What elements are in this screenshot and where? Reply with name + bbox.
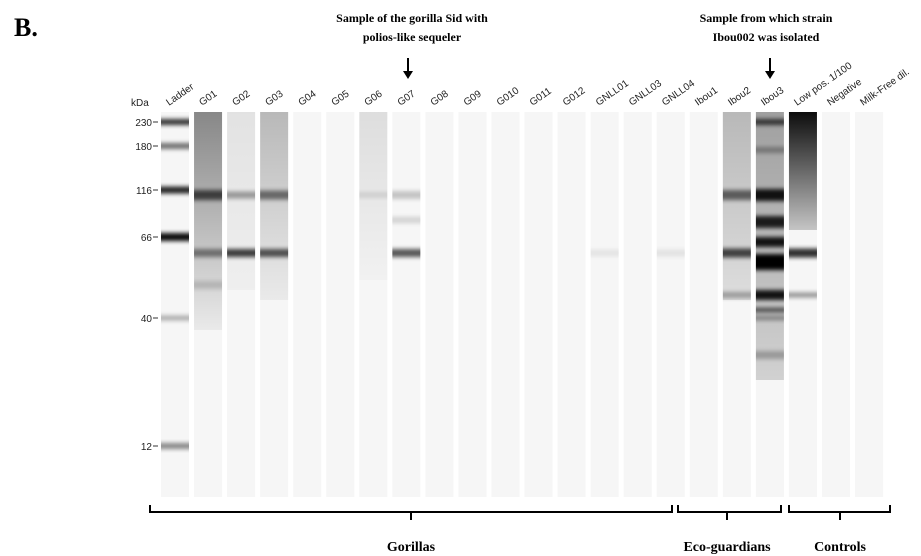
band: [788, 292, 817, 298]
lane: [425, 112, 454, 497]
lane-label: Ibou2: [726, 85, 753, 109]
lane-label: G01: [197, 88, 219, 108]
band: [392, 249, 421, 257]
bracket: [677, 505, 782, 520]
annotation-line: Ibou002 was isolated: [713, 30, 820, 44]
arrow-head: [403, 71, 413, 79]
band: [260, 249, 289, 257]
lane-label: G09: [462, 88, 484, 108]
lane-label: G02: [231, 88, 253, 108]
band: [755, 254, 784, 270]
marker-label: 66: [141, 233, 153, 244]
band: [722, 292, 751, 298]
figure-label: B.: [14, 13, 38, 42]
lane: [623, 112, 652, 497]
band: [755, 119, 784, 125]
band: [722, 190, 751, 200]
band: [194, 190, 223, 200]
lane-label: Ladder: [164, 81, 196, 108]
lane-label: Milk-Free dil.: [858, 67, 911, 109]
band: [755, 189, 784, 201]
band: [755, 307, 784, 313]
annotation-line: Sample of the gorilla Sid with: [336, 11, 488, 25]
band: [722, 248, 751, 258]
lane: [557, 112, 586, 497]
band: [194, 281, 223, 289]
marker-label: 12: [141, 442, 153, 453]
lane: [656, 112, 685, 497]
lane: [855, 112, 884, 497]
band: [755, 316, 784, 320]
smear: [194, 112, 223, 330]
smear: [227, 112, 256, 290]
lane: [590, 112, 619, 497]
lane-label: Ibou3: [759, 85, 786, 109]
band: [755, 351, 784, 359]
band: [755, 290, 784, 300]
arrow-head: [765, 71, 775, 79]
lane: [689, 112, 718, 497]
lane: [326, 112, 355, 497]
lane-label: G07: [396, 88, 418, 108]
band: [755, 147, 784, 153]
axis-unit: kDa: [131, 98, 149, 109]
band: [392, 191, 421, 199]
lane-label: G08: [429, 88, 451, 108]
lanes: Ladder G01 G02 G03 G04 G05 G06 G07 G08 G09 G010 G01…: [135, 60, 912, 497]
band: [392, 217, 421, 223]
annotation-line: polios-like sequeler: [363, 30, 462, 44]
lane: [458, 112, 487, 497]
lane-label: GNLL01: [594, 78, 631, 109]
smear: [722, 112, 751, 300]
band: [161, 186, 189, 194]
band: [161, 143, 189, 149]
group-label: Eco-guardians: [683, 540, 771, 555]
annotation-line: Sample from which strain: [700, 11, 833, 25]
band: [656, 249, 685, 257]
lane-label: Ibou1: [693, 85, 720, 109]
lane: [392, 112, 421, 497]
lane: [524, 112, 553, 497]
band: [161, 443, 189, 449]
band: [590, 249, 619, 257]
group-label: Gorillas: [387, 540, 436, 555]
band: [227, 249, 256, 257]
lane-label: G03: [264, 88, 286, 108]
arrows: [403, 58, 775, 79]
lane-label: G05: [330, 88, 352, 108]
lane-label: G012: [561, 85, 588, 108]
lane-label: GNLL04: [660, 78, 697, 109]
lane: [293, 112, 322, 497]
marker-label: 40: [141, 314, 153, 325]
band: [755, 216, 784, 228]
group-label: Controls: [814, 540, 866, 555]
bracket: [788, 505, 891, 520]
bracket: [149, 505, 673, 520]
band: [260, 190, 289, 200]
marker-label: 230: [135, 118, 152, 129]
marker-label: 180: [135, 142, 152, 153]
lane: [822, 112, 850, 497]
band: [359, 192, 388, 198]
band: [161, 119, 189, 125]
smear: [260, 112, 289, 300]
lane-label: G010: [495, 85, 522, 108]
smear: [788, 112, 817, 230]
band: [755, 237, 784, 247]
lane-label: G04: [297, 88, 319, 108]
band: [161, 315, 189, 321]
band: [161, 233, 189, 241]
marker-label: 116: [136, 186, 152, 197]
lane-label: G06: [363, 88, 385, 108]
lane-label: GNLL03: [627, 78, 664, 109]
band: [788, 248, 817, 258]
lane: [161, 112, 189, 497]
brackets: [149, 505, 891, 520]
lane-label: G011: [528, 86, 554, 109]
band: [227, 191, 256, 199]
band: [194, 249, 223, 257]
lane: [491, 112, 520, 497]
